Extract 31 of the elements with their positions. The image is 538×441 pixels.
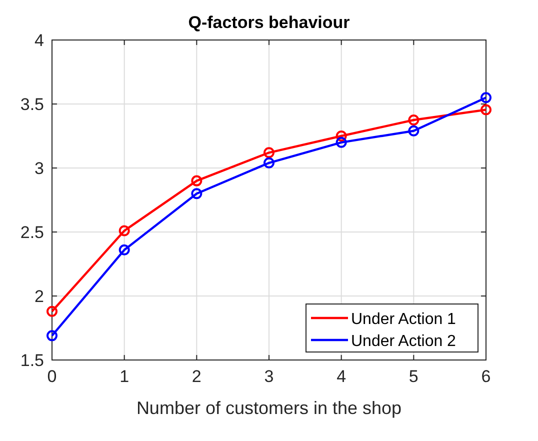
x-tick-label: 3 [264, 367, 274, 386]
point [408, 114, 420, 126]
x-tick-label: 4 [336, 367, 346, 386]
point [480, 104, 492, 116]
x-tick-label: 1 [120, 367, 130, 386]
y-tick-label: 4 [34, 31, 44, 50]
y-tick-label: 3 [34, 159, 44, 178]
point [264, 157, 274, 168]
point [408, 125, 420, 136]
point [118, 225, 130, 236]
legend-label: Under Action 1 [351, 311, 456, 328]
point [480, 92, 492, 104]
x-tick-label: 6 [481, 367, 491, 386]
y-tick-label: 2 [34, 287, 44, 306]
y-tick-label: 3.5 [20, 95, 44, 114]
point [336, 136, 347, 148]
point [191, 188, 202, 200]
point [118, 244, 130, 256]
x-axis-title: Number of customers in the shop [136, 398, 402, 418]
chart-title: Q-factors behaviour [188, 13, 350, 32]
point [46, 306, 58, 317]
point [46, 330, 58, 342]
x-tick-label: 2 [192, 367, 202, 386]
x-tick-label: 5 [408, 367, 418, 386]
y-tick-label: 2.5 [20, 223, 44, 242]
point [264, 147, 274, 158]
legend-label: Under Action 2 [351, 333, 456, 350]
point [191, 175, 202, 186]
point [336, 130, 347, 142]
y-tick-label: 1.5 [20, 351, 44, 370]
x-tick-label: 0 [47, 367, 57, 386]
